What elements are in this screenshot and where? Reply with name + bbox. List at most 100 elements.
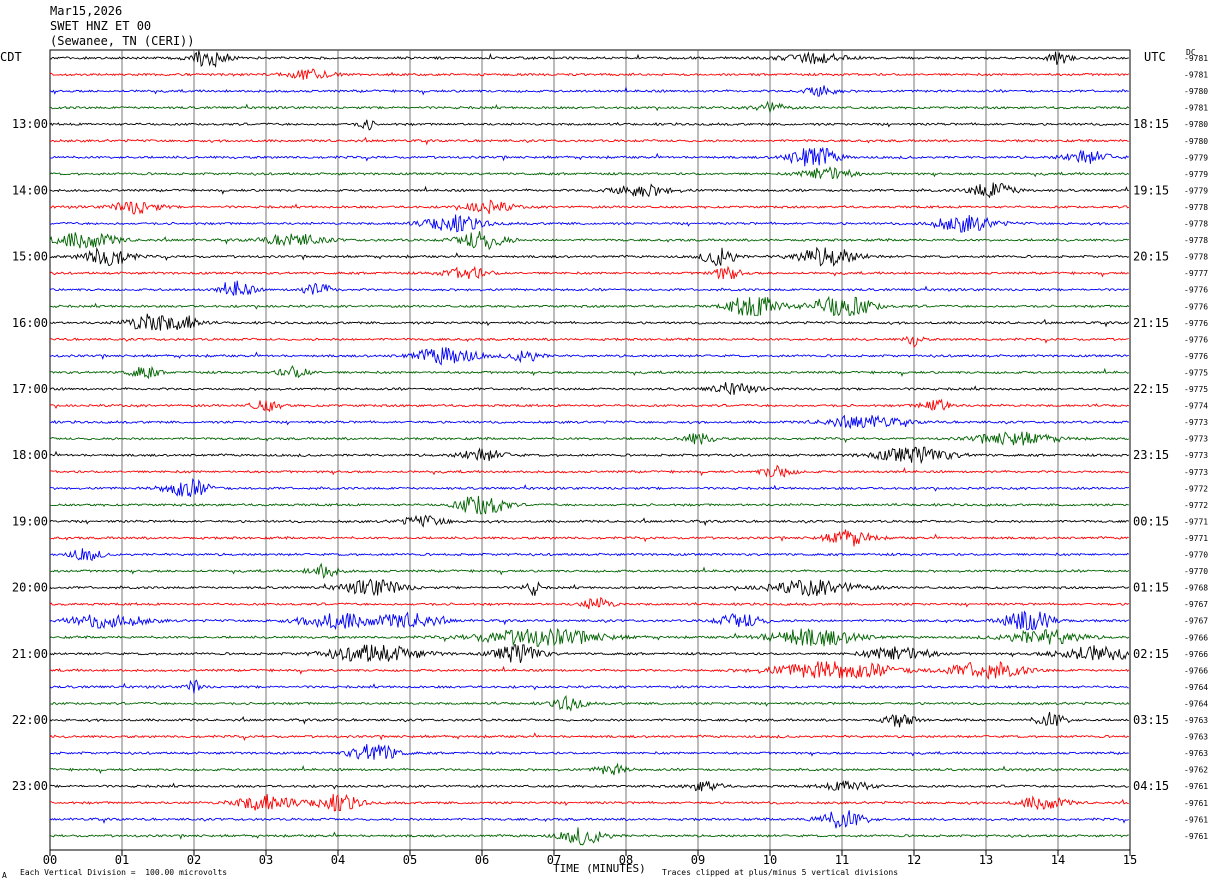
seismic-trace bbox=[49, 810, 1130, 829]
dc-offset-label: -9772 bbox=[1184, 484, 1208, 493]
x-tick-label: 14 bbox=[1051, 853, 1065, 867]
dc-offset-label: -9761 bbox=[1184, 782, 1208, 791]
dc-offset-label: -9761 bbox=[1184, 832, 1208, 841]
dc-offset-label: -9771 bbox=[1184, 534, 1208, 543]
right-timezone-label: UTC bbox=[1144, 50, 1166, 64]
dc-offset-label: -9777 bbox=[1184, 269, 1208, 278]
x-axis-label: TIME (MINUTES) bbox=[553, 862, 646, 875]
seismic-trace bbox=[49, 627, 1130, 647]
dc-offset-label: -9776 bbox=[1184, 319, 1208, 328]
corner-mark: A bbox=[2, 871, 7, 880]
seismic-trace bbox=[49, 464, 1130, 478]
dc-offset-label: -9762 bbox=[1184, 766, 1208, 775]
seismic-trace bbox=[49, 231, 1130, 251]
right-hour-label: 01:15 bbox=[1133, 581, 1169, 595]
seismic-trace bbox=[49, 136, 1129, 146]
station-location: (Sewanee, TN (CERI)) bbox=[50, 34, 195, 48]
dc-offset-label: -9778 bbox=[1184, 203, 1208, 212]
dc-offset-label: -9781 bbox=[1184, 104, 1208, 113]
seismic-trace bbox=[49, 50, 1129, 68]
dc-offset-label: -9767 bbox=[1184, 600, 1208, 609]
seismic-trace bbox=[50, 529, 1129, 547]
seismic-trace bbox=[49, 711, 1129, 728]
dc-offset-label: -9780 bbox=[1184, 87, 1208, 96]
dc-offset-label: -9781 bbox=[1184, 54, 1208, 63]
x-tick-label: 04 bbox=[331, 853, 345, 867]
seismic-trace bbox=[49, 495, 1129, 515]
seismic-trace bbox=[49, 596, 1130, 610]
x-tick-label: 08 bbox=[619, 853, 633, 867]
seismic-trace bbox=[49, 827, 1129, 846]
x-tick-label: 10 bbox=[763, 853, 777, 867]
dc-offset-label: -9768 bbox=[1184, 584, 1208, 593]
seismic-trace bbox=[49, 514, 1130, 528]
left-hour-label: 13:00 bbox=[12, 117, 48, 131]
seismic-trace bbox=[49, 548, 1130, 562]
seismic-trace bbox=[49, 660, 1130, 680]
dc-offset-label: -9776 bbox=[1184, 302, 1208, 311]
dc-offset-label: -9779 bbox=[1184, 186, 1208, 195]
left-hour-label: 14:00 bbox=[12, 183, 48, 197]
plot-frame bbox=[49, 49, 1131, 851]
x-tick-label: 01 bbox=[115, 853, 129, 867]
dc-offset-label: -9767 bbox=[1184, 617, 1208, 626]
x-tick-label: 13 bbox=[979, 853, 993, 867]
dc-offset-label: -9770 bbox=[1184, 567, 1208, 576]
seismic-trace bbox=[49, 100, 1130, 114]
left-hour-label: 16:00 bbox=[12, 316, 48, 330]
left-hour-label: 15:00 bbox=[12, 250, 48, 264]
vertical-scale-note: Each Vertical Division = 100.00 microvol… bbox=[20, 868, 228, 877]
right-hour-label: 23:15 bbox=[1133, 448, 1169, 462]
right-hour-label: 02:15 bbox=[1133, 647, 1169, 661]
seismic-trace bbox=[49, 477, 1130, 497]
dc-offset-label: -9761 bbox=[1184, 815, 1208, 824]
dc-offset-header: DC bbox=[1186, 48, 1196, 57]
left-hour-label: 23:00 bbox=[12, 779, 48, 793]
seismic-trace bbox=[49, 313, 1130, 331]
seismic-trace bbox=[49, 644, 1130, 663]
seismic-trace bbox=[49, 365, 1130, 380]
right-hour-label: 04:15 bbox=[1133, 779, 1169, 793]
right-hour-label: 18:15 bbox=[1133, 117, 1169, 131]
dc-offset-label: -9773 bbox=[1184, 435, 1208, 444]
seismic-trace bbox=[50, 793, 1129, 812]
seismic-trace bbox=[49, 382, 1129, 396]
right-hour-label: 20:15 bbox=[1133, 250, 1169, 264]
dc-offset-label: -9779 bbox=[1184, 153, 1208, 162]
seismic-trace bbox=[49, 762, 1130, 776]
dc-offset-label: -9773 bbox=[1184, 451, 1208, 460]
dc-offset-label: -9780 bbox=[1184, 137, 1208, 146]
seismic-trace bbox=[49, 119, 1129, 131]
dc-offset-label: -9766 bbox=[1184, 650, 1208, 659]
left-hour-label: 20:00 bbox=[12, 581, 48, 595]
dc-offset-label: -9772 bbox=[1184, 501, 1208, 510]
dc-offset-label: -9779 bbox=[1184, 170, 1208, 179]
x-tick-label: 15 bbox=[1123, 853, 1137, 867]
seismic-trace bbox=[49, 214, 1130, 233]
dc-offset-label: -9781 bbox=[1184, 71, 1208, 80]
left-hour-label: 19:00 bbox=[12, 514, 48, 528]
seismic-trace bbox=[49, 265, 1129, 280]
left-timezone-label: CDT bbox=[0, 50, 22, 64]
right-hour-label: 21:15 bbox=[1133, 316, 1169, 330]
dc-offset-label: -9778 bbox=[1184, 253, 1208, 262]
seismic-trace bbox=[49, 398, 1130, 413]
dc-offset-label: -9775 bbox=[1184, 368, 1208, 377]
seismic-trace bbox=[49, 780, 1129, 792]
plot-date: Mar15,2026 bbox=[50, 4, 123, 18]
dc-offset-label: -9776 bbox=[1184, 286, 1208, 295]
x-tick-label: 07 bbox=[547, 853, 561, 867]
dc-offset-label: -9774 bbox=[1184, 402, 1208, 411]
left-hour-label: 17:00 bbox=[12, 382, 48, 396]
x-tick-label: 05 bbox=[403, 853, 417, 867]
left-hour-label: 21:00 bbox=[12, 647, 48, 661]
seismic-trace bbox=[49, 414, 1129, 430]
dc-offset-label: -9773 bbox=[1184, 418, 1208, 427]
dc-offset-label: -9763 bbox=[1184, 749, 1208, 758]
seismic-trace bbox=[50, 694, 1130, 712]
seismic-trace bbox=[49, 744, 1129, 760]
dc-offset-label: -9764 bbox=[1184, 683, 1208, 692]
dc-offset-label: -9761 bbox=[1184, 799, 1208, 808]
seismic-trace bbox=[49, 610, 1130, 631]
